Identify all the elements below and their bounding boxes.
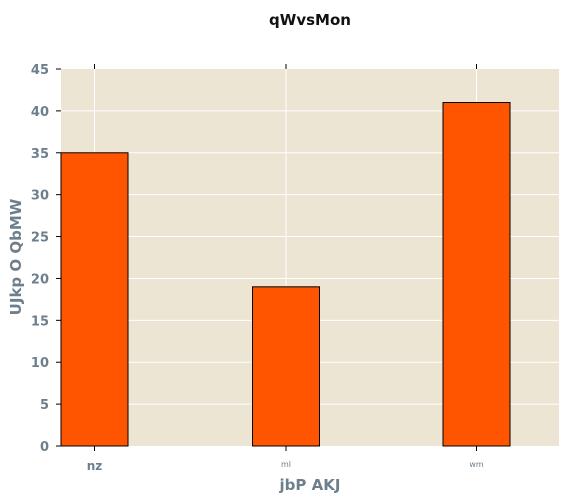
bar-nz xyxy=(60,152,129,447)
y-tick-label: 15 xyxy=(31,314,49,329)
bar-wm xyxy=(442,102,511,447)
y-tick-label: 25 xyxy=(31,231,49,246)
y-axis-label: UJkp O QbMW xyxy=(7,198,25,315)
chart-title: qWvsMon xyxy=(269,11,351,29)
y-tick-label: 35 xyxy=(31,147,49,162)
y-tick-label: 20 xyxy=(31,272,49,287)
y-tick-label: 10 xyxy=(31,356,49,371)
y-tick-label: 5 xyxy=(40,398,49,413)
y-tick-label: 40 xyxy=(31,105,49,120)
y-tick-label: 45 xyxy=(31,63,49,78)
x-tick-label: ml xyxy=(281,460,291,469)
y-tick-label: 0 xyxy=(40,440,49,455)
y-tick-label: 30 xyxy=(31,189,49,204)
bar-ml xyxy=(252,286,320,447)
x-axis-label: jbP AKJ xyxy=(279,476,341,494)
x-tick-label: wm xyxy=(469,460,484,469)
bars xyxy=(60,102,511,447)
x-tick-label: nz xyxy=(87,459,103,473)
ticks: 0 5 10 15 20 25 30 35 40 45 nz ml wm xyxy=(31,63,484,473)
